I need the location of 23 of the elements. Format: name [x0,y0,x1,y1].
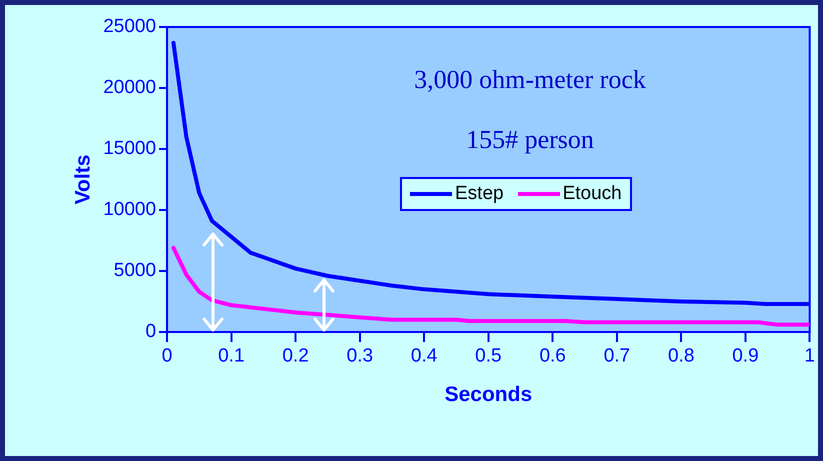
annotation: 155# person [465,125,595,155]
annotation: 3,000 ohm-meter rock [413,65,647,95]
legend-label: Estep [455,183,504,205]
x-tick-label: 0.8 [668,346,694,367]
y-tick-label: 10000 [103,199,156,220]
x-tick-label: 0.7 [604,346,630,367]
x-tick-label: 0.1 [218,346,245,367]
x-tick-label: 0.9 [732,346,759,367]
x-tick-label: 0.4 [410,346,438,367]
x-tick-label: 0.3 [346,346,374,367]
x-axis-title: Seconds [444,383,532,406]
x-tick-label: 1 [804,346,816,367]
y-tick-label: 15000 [103,138,156,160]
y-tick-label: 0 [145,321,156,342]
x-tick-label: 0.2 [282,346,309,367]
y-axis-title: Volts [71,154,94,204]
x-tick-label: 0.5 [475,346,502,367]
y-tick-label: 20000 [103,77,156,98]
x-tick-label: 0 [162,346,172,367]
y-tick-label: 5000 [114,260,156,282]
y-tick-label: 25000 [103,16,156,38]
legend-label: Etouch [562,183,622,205]
x-tick-label: 0.6 [539,346,566,367]
